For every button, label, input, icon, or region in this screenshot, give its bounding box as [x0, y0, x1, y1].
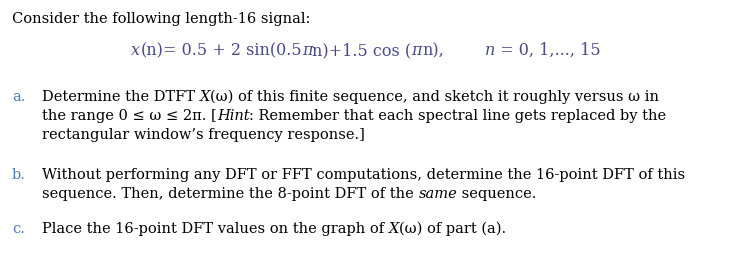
Text: Consider the following length-16 signal:: Consider the following length-16 signal: — [12, 12, 310, 26]
Text: = 0.5 + 2 sin(0.5: = 0.5 + 2 sin(0.5 — [163, 42, 302, 59]
Text: π: π — [411, 42, 422, 59]
Text: π: π — [302, 42, 313, 59]
Text: n)+1.5 cos (: n)+1.5 cos ( — [313, 42, 411, 59]
Text: x: x — [131, 42, 141, 59]
Text: n: n — [444, 42, 495, 59]
Text: the range 0 ≤ ω ≤ 2π. [: the range 0 ≤ ω ≤ 2π. [ — [42, 109, 217, 123]
Text: sequence. Then, determine the 8-point DFT of the: sequence. Then, determine the 8-point DF… — [42, 187, 419, 201]
Text: sequence.: sequence. — [457, 187, 537, 201]
Text: Hint: Hint — [217, 109, 250, 123]
Text: b.: b. — [12, 168, 26, 182]
Text: X: X — [200, 90, 210, 104]
Text: same: same — [419, 187, 457, 201]
Text: (ω) of this finite sequence, and sketch it roughly versus ω in: (ω) of this finite sequence, and sketch … — [210, 90, 659, 104]
Text: X: X — [389, 222, 399, 236]
Text: n),: n), — [422, 42, 444, 59]
Text: Without performing any DFT or FFT computations, determine the 16-point DFT of th: Without performing any DFT or FFT comput… — [42, 168, 685, 182]
Text: Place the 16-point DFT values on the graph of: Place the 16-point DFT values on the gra… — [42, 222, 389, 236]
Text: = 0, 1,..., 15: = 0, 1,..., 15 — [495, 42, 601, 59]
Text: c.: c. — [12, 222, 25, 236]
Text: rectangular window’s frequency response.]: rectangular window’s frequency response.… — [42, 128, 365, 142]
Text: (ω) of part (a).: (ω) of part (a). — [399, 222, 507, 236]
Text: Determine the DTFT: Determine the DTFT — [42, 90, 200, 104]
Text: : Remember that each spectral line gets replaced by the: : Remember that each spectral line gets … — [250, 109, 667, 123]
Text: (n): (n) — [141, 42, 163, 59]
Text: a.: a. — [12, 90, 26, 104]
